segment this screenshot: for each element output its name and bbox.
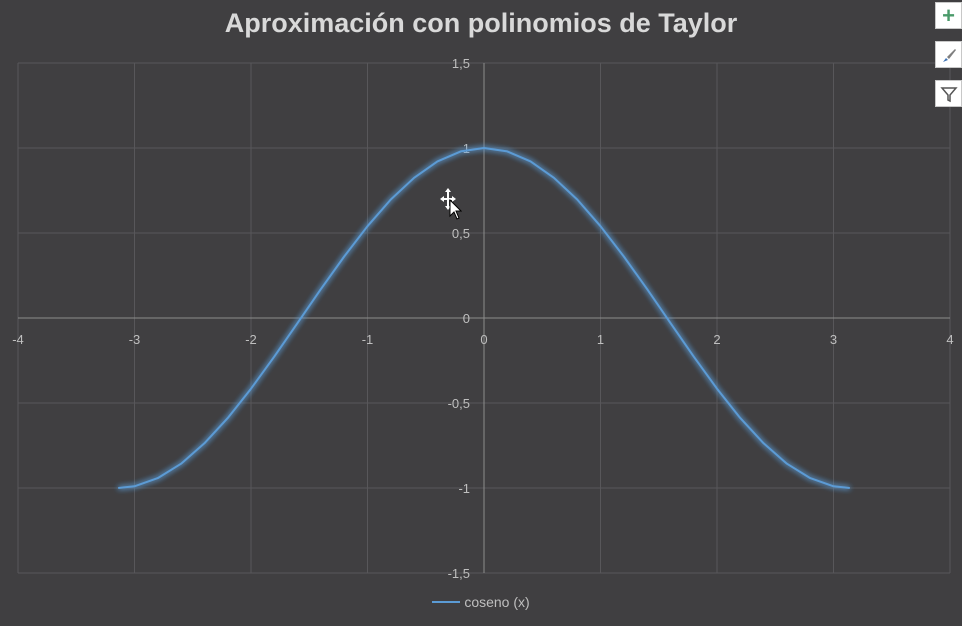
y-tick-label: -1 bbox=[458, 481, 470, 496]
legend-swatch bbox=[432, 601, 461, 603]
chart-styles-button[interactable] bbox=[935, 41, 962, 68]
y-tick-label: 0,5 bbox=[452, 226, 470, 241]
chart-elements-button[interactable]: + bbox=[935, 2, 962, 29]
y-tick-label: 1,5 bbox=[452, 56, 470, 71]
chart-filters-button[interactable] bbox=[935, 80, 962, 107]
y-tick-label: -0,5 bbox=[448, 396, 470, 411]
move-cursor-icon bbox=[440, 188, 462, 220]
legend: coseno (x) bbox=[0, 594, 962, 610]
plus-icon: + bbox=[942, 2, 955, 28]
series-line bbox=[118, 147, 850, 489]
brush-icon bbox=[942, 48, 956, 62]
x-tick-label: 4 bbox=[946, 332, 953, 347]
y-tick-label: 1 bbox=[463, 141, 470, 156]
x-tick-label: 3 bbox=[830, 332, 837, 347]
x-tick-label: -1 bbox=[362, 332, 374, 347]
series-layer bbox=[118, 147, 850, 489]
legend-label: coseno (x) bbox=[464, 594, 530, 610]
x-tick-label: 0 bbox=[480, 332, 487, 347]
x-tick-label: 2 bbox=[713, 332, 720, 347]
x-tick-label: -2 bbox=[245, 332, 257, 347]
x-tick-label: -4 bbox=[12, 332, 24, 347]
filter-icon bbox=[939, 86, 958, 102]
x-tick-label: 1 bbox=[597, 332, 604, 347]
axes bbox=[18, 63, 950, 573]
tick-labels: -4 -3 -2 -1 0 1 2 3 4 -1,5 -1 -0,5 0 0,5 1 1,5 bbox=[12, 56, 953, 581]
x-tick-label: -3 bbox=[129, 332, 141, 347]
y-tick-label: 0 bbox=[463, 311, 470, 326]
y-tick-label: -1,5 bbox=[448, 566, 470, 581]
chart-title: Aproximación con polinomios de Taylor bbox=[224, 8, 738, 38]
